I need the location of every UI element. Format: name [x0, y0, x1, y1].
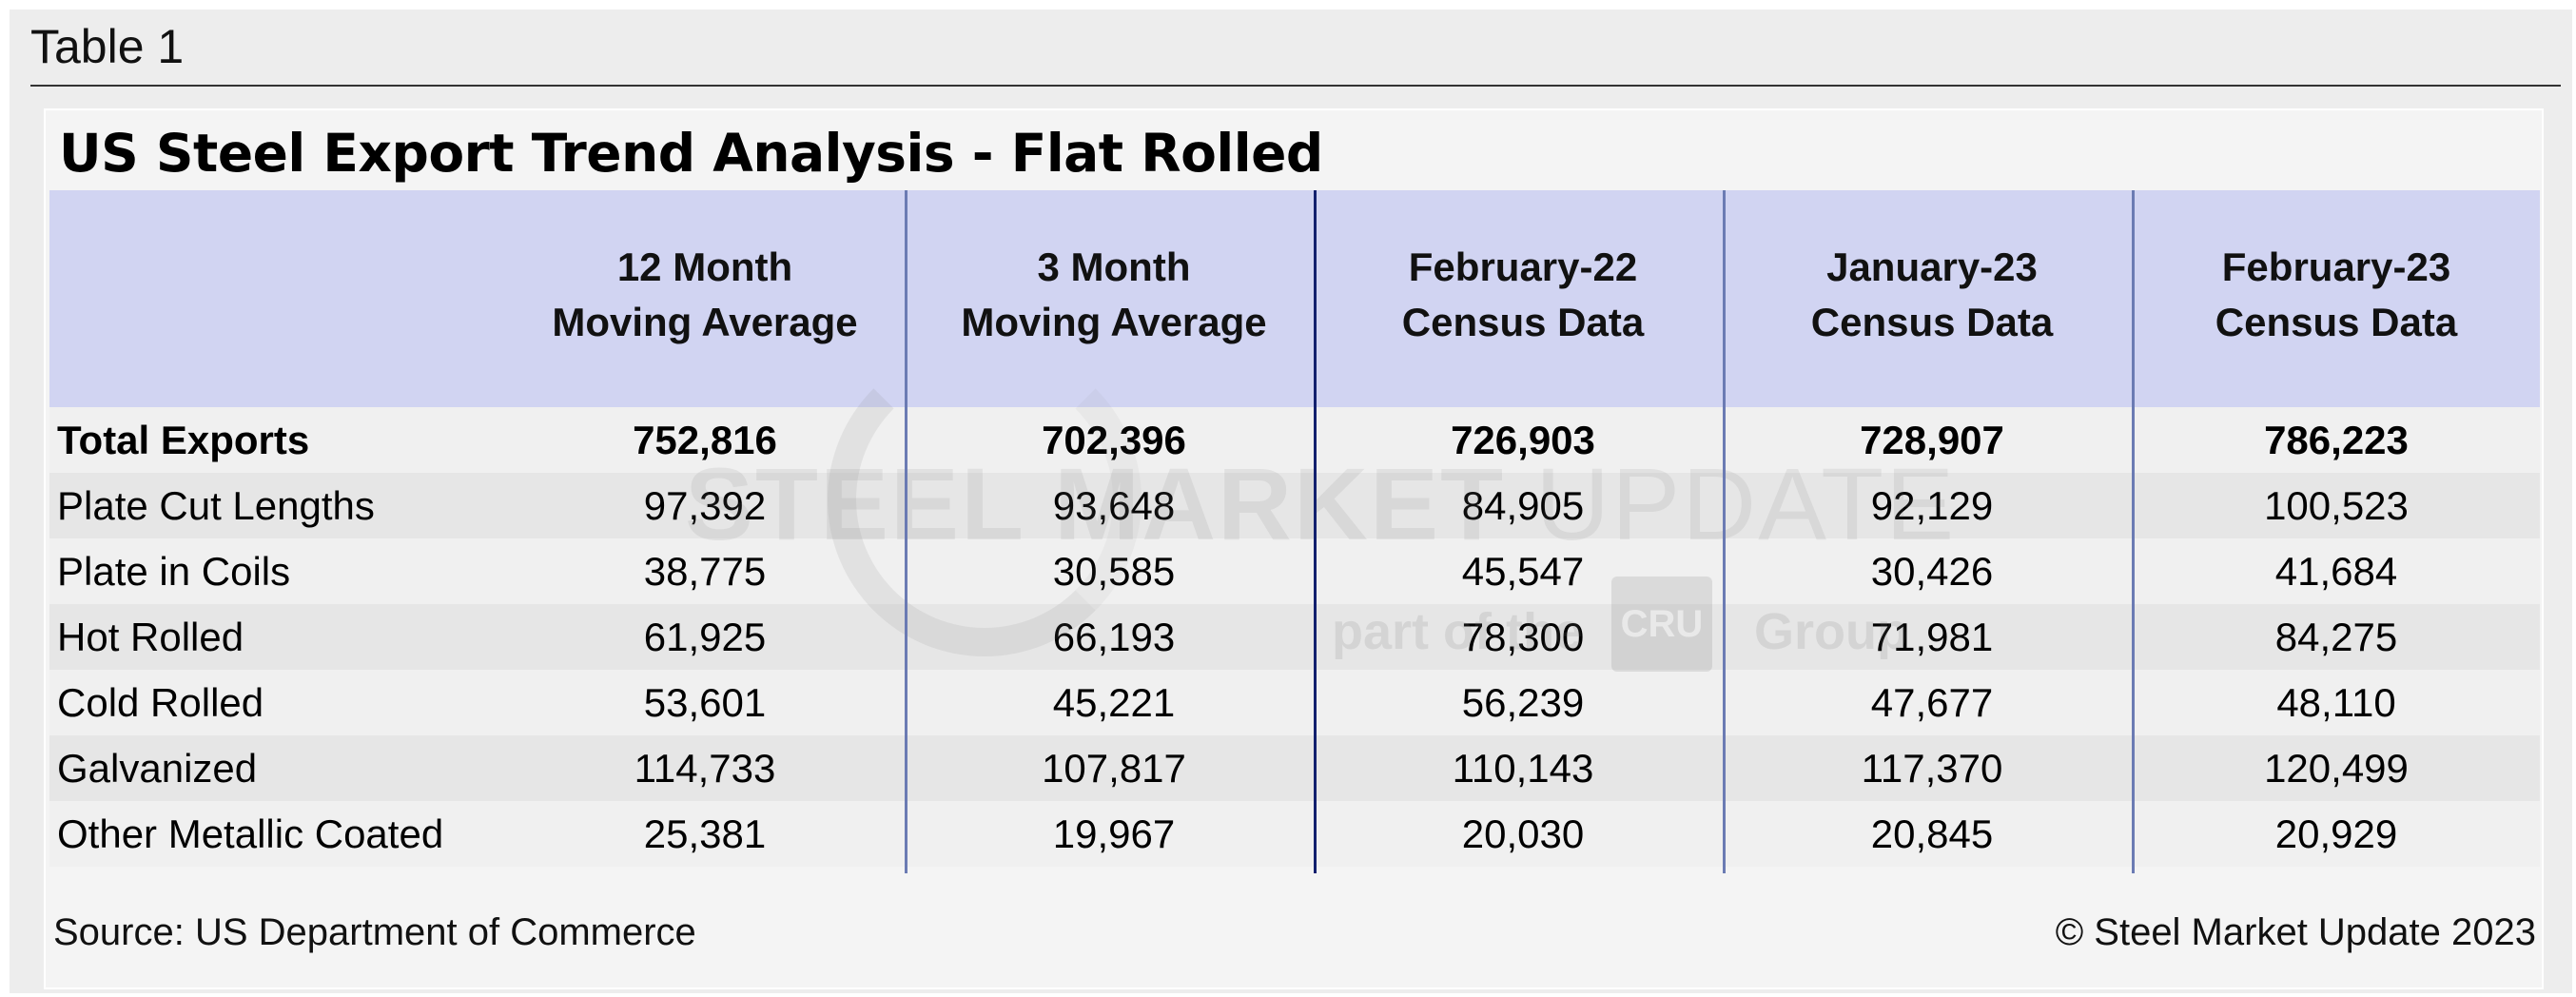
table-label: Table 1 — [30, 20, 185, 73]
col-header-line2: Census Data — [1401, 300, 1645, 344]
table-row: Total Exports 752,816 702,396 726,903 72… — [49, 407, 2540, 473]
col-header-february-22: February-22 Census Data — [1318, 240, 1727, 354]
row-label: Plate Cut Lengths — [57, 483, 375, 528]
table-cell: 110,143 — [1452, 746, 1594, 791]
watermark-sub: part of the Group — [1332, 594, 1908, 670]
table-cell: 20,030 — [1461, 811, 1585, 856]
table-cell: 20,929 — [2274, 811, 2398, 856]
row-label: Total Exports — [57, 418, 310, 462]
col-header-12-month: 12 Month Moving Average — [500, 240, 909, 354]
table-cell: 48,110 — [2276, 680, 2396, 725]
column-divider — [1314, 190, 1317, 873]
table-cell: 92,129 — [1870, 483, 1994, 528]
table-cell: 84,905 — [1461, 483, 1585, 528]
row-label: Other Metallic Coated — [57, 811, 444, 856]
table-cell: 752,816 — [633, 418, 777, 462]
watermark-sub-right: Group — [1754, 603, 1909, 660]
table-cell: 30,426 — [1870, 549, 1994, 594]
column-divider — [1723, 190, 1726, 873]
col-header-line2: Moving Average — [961, 300, 1267, 344]
table-cell: 45,547 — [1461, 549, 1585, 594]
table-cell: 786,223 — [2264, 418, 2409, 462]
watermark-brand: STEEL MARKET UPDATE — [685, 447, 1956, 561]
header-rule — [30, 85, 2561, 87]
col-header-3-month: 3 Month Moving Average — [909, 240, 1318, 354]
col-header-line1: 3 Month — [1037, 244, 1191, 289]
table-cell: 25,381 — [643, 811, 767, 856]
col-header-line1: February-23 — [2221, 244, 2451, 289]
watermark-sub-left: part of the — [1332, 603, 1583, 660]
table-cell: 120,499 — [2264, 746, 2409, 791]
table-cell: 20,845 — [1870, 811, 1994, 856]
table-cell: 100,523 — [2264, 483, 2409, 528]
table-cell: 107,817 — [1042, 746, 1186, 791]
col-header-february-23: February-23 Census Data — [2137, 240, 2536, 354]
watermark-brand-light: UPDATE — [1535, 446, 1957, 561]
table-row: Hot Rolled 61,925 66,193 78,300 71,981 8… — [49, 604, 2540, 670]
table-cell: 53,601 — [643, 680, 767, 725]
col-header-line2: Census Data — [2215, 300, 2458, 344]
table-cell: 71,981 — [1870, 615, 1994, 659]
table-cell: 61,925 — [643, 615, 767, 659]
table-cell: 114,733 — [634, 746, 776, 791]
table-cell: 97,392 — [643, 483, 767, 528]
row-label: Plate in Coils — [57, 549, 291, 594]
table-cell: 726,903 — [1451, 418, 1595, 462]
row-label: Galvanized — [57, 746, 258, 791]
table-cell: 84,275 — [2274, 615, 2398, 659]
col-header-line1: February-22 — [1408, 244, 1638, 289]
table-row: Plate Cut Lengths 97,392 93,648 84,905 9… — [49, 473, 2540, 538]
row-label: Hot Rolled — [57, 615, 244, 659]
table-row: Other Metallic Coated 25,381 19,967 20,0… — [49, 801, 2540, 867]
column-divider — [2132, 190, 2135, 873]
watermark-logo-text: CRU — [1620, 603, 1704, 645]
col-header-line1: 12 Month — [616, 244, 793, 289]
table-row: Galvanized 114,733 107,817 110,143 117,3… — [49, 735, 2540, 801]
col-header-line1: January-23 — [1826, 244, 2038, 289]
table-cell: 41,684 — [2274, 549, 2398, 594]
column-divider — [905, 190, 907, 873]
table-cell: 47,677 — [1870, 680, 1994, 725]
col-header-january-23: January-23 Census Data — [1727, 240, 2137, 354]
table-cell: 78,300 — [1461, 615, 1585, 659]
col-header-line2: Census Data — [1810, 300, 2054, 344]
row-label: Cold Rolled — [57, 680, 264, 725]
column-header-band — [49, 190, 2540, 407]
table-title: US Steel Export Trend Analysis - Flat Ro… — [59, 123, 1323, 184]
table-cell: 117,370 — [1861, 746, 2003, 791]
table-row: Cold Rolled 53,601 45,221 56,239 47,677 … — [49, 670, 2540, 735]
table-cell: 56,239 — [1461, 680, 1585, 725]
table-row: Plate in Coils 38,775 30,585 45,547 30,4… — [49, 538, 2540, 604]
footer-band — [49, 898, 2540, 967]
table-cell: 38,775 — [643, 549, 767, 594]
source-note: Source: US Department of Commerce — [53, 911, 696, 953]
watermark-brand-bold: STEEL MARKET — [685, 446, 1506, 561]
table-cell: 45,221 — [1052, 680, 1176, 725]
table-cell: 19,967 — [1052, 811, 1176, 856]
watermark-cru-logo: CRU — [1611, 577, 1712, 672]
col-header-line2: Moving Average — [552, 300, 858, 344]
copyright-note: © Steel Market Update 2023 — [2055, 911, 2536, 953]
table-cell: 728,907 — [1860, 418, 2004, 462]
